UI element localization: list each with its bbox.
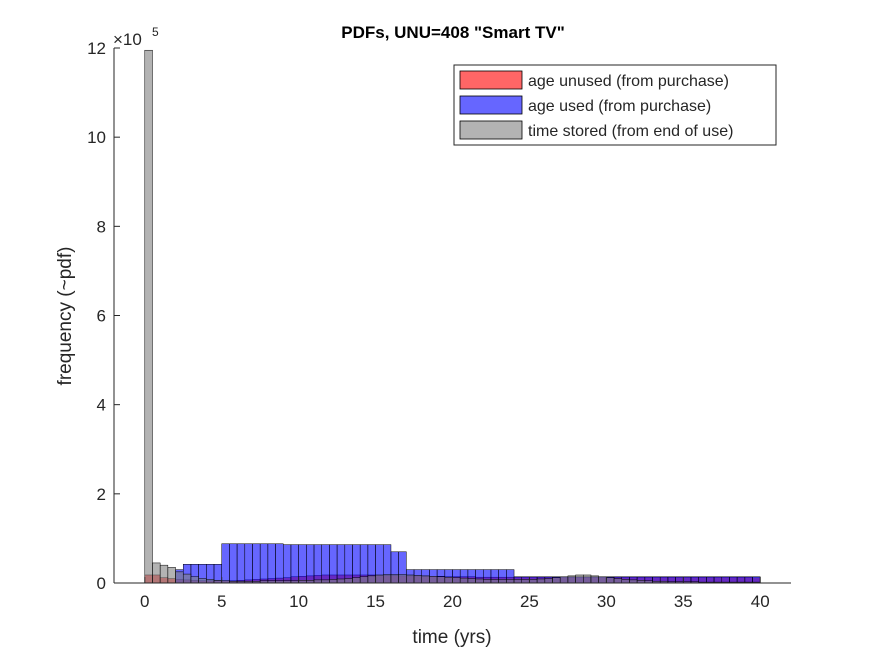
bar: [352, 577, 361, 584]
bar: [182, 573, 192, 584]
bar: [198, 578, 207, 584]
bar: [267, 543, 276, 584]
bar: [206, 579, 215, 584]
x-tick-label: 5: [217, 592, 226, 611]
bar: [390, 574, 399, 584]
x-tick-label: 35: [674, 592, 693, 611]
bar: [298, 544, 307, 584]
bar: [375, 574, 384, 584]
bar: [306, 544, 315, 584]
bar: [459, 577, 469, 584]
x-tick-label: 15: [366, 592, 385, 611]
bar: [144, 49, 153, 584]
y-tick-label: 12: [87, 39, 106, 58]
bar: [359, 576, 369, 584]
legend-swatch: [459, 95, 523, 115]
bar: [259, 543, 269, 584]
bar: [475, 578, 484, 584]
bar: [329, 579, 338, 584]
bar: [521, 579, 530, 584]
bar: [321, 544, 330, 584]
bar: [552, 577, 561, 584]
bar: [383, 574, 392, 584]
bar: [467, 578, 476, 584]
histogram-bars: [144, 49, 761, 584]
x-tick-label: 25: [520, 592, 539, 611]
bar: [598, 576, 607, 584]
bar: [436, 576, 446, 584]
y-tick-label: 10: [87, 128, 106, 147]
bar: [236, 543, 246, 584]
chart-title: PDFs, UNU=408 "Smart TV": [341, 23, 565, 42]
bar: [352, 544, 361, 584]
y-axis-label: frequency (~pdf): [55, 247, 76, 386]
bar: [544, 578, 553, 584]
bar: [413, 575, 422, 584]
y-tick-label: 6: [97, 307, 106, 326]
bar: [252, 543, 261, 584]
bar: [513, 579, 522, 584]
bar: [444, 576, 453, 584]
bar: [575, 574, 584, 584]
bar: [152, 562, 161, 584]
bar: [506, 579, 515, 584]
bar: [159, 564, 169, 584]
bar: [190, 576, 199, 584]
bar: [406, 574, 415, 584]
bar: [583, 574, 592, 584]
bar: [167, 567, 176, 584]
legend-entry-label: age unused (from purchase): [528, 73, 729, 90]
bar: [367, 575, 376, 584]
legend-swatch: [459, 70, 523, 90]
bar: [283, 544, 292, 584]
x-tick-label: 0: [140, 592, 149, 611]
y-tick-label: 0: [97, 574, 106, 593]
bar: [529, 579, 538, 584]
bar: [621, 579, 630, 584]
tick-labels: 0 5 10 15 20 25 30 35 40 0 2 4 6 8 10 12: [87, 39, 770, 611]
legend-entry-label: time stored (from end of use): [528, 123, 733, 140]
legend-swatch: [459, 120, 523, 140]
x-tick-label: 20: [443, 592, 462, 611]
bar: [567, 575, 576, 584]
y-tick-label: 4: [97, 396, 106, 415]
bar: [606, 577, 615, 584]
bar: [229, 543, 238, 584]
series-3-bars: [144, 49, 761, 584]
axes: [113, 47, 791, 584]
bar: [175, 571, 184, 584]
y-tick-label: 2: [97, 485, 106, 504]
bar: [344, 578, 353, 584]
bar: [244, 543, 253, 584]
bar: [421, 575, 430, 584]
bar: [344, 544, 353, 584]
bar: [290, 544, 299, 584]
bar: [483, 579, 492, 584]
bar: [313, 544, 322, 584]
bar: [429, 576, 438, 584]
legend: age unused (from purchase) age used (from…: [453, 64, 777, 146]
y-axis-exponent-power: 5: [152, 25, 159, 39]
x-axis-label: time (yrs): [412, 627, 491, 648]
x-tick-label: 10: [289, 592, 308, 611]
bar: [398, 574, 407, 584]
x-tick-label: 40: [751, 592, 770, 611]
bar: [329, 544, 338, 584]
x-tick-label: 30: [597, 592, 616, 611]
y-tick-label: 8: [97, 217, 106, 236]
bar: [559, 576, 569, 584]
y-axis-exponent-base: ×10: [113, 30, 142, 49]
bar: [613, 578, 623, 584]
bar: [490, 579, 499, 584]
bar: [275, 543, 284, 584]
bar: [336, 544, 346, 584]
bar: [221, 543, 230, 584]
bar: [452, 577, 461, 584]
bar: [336, 578, 346, 584]
bar: [536, 578, 546, 584]
bar: [590, 575, 599, 584]
legend-entry-label: age used (from purchase): [528, 98, 711, 115]
bar: [498, 579, 507, 584]
